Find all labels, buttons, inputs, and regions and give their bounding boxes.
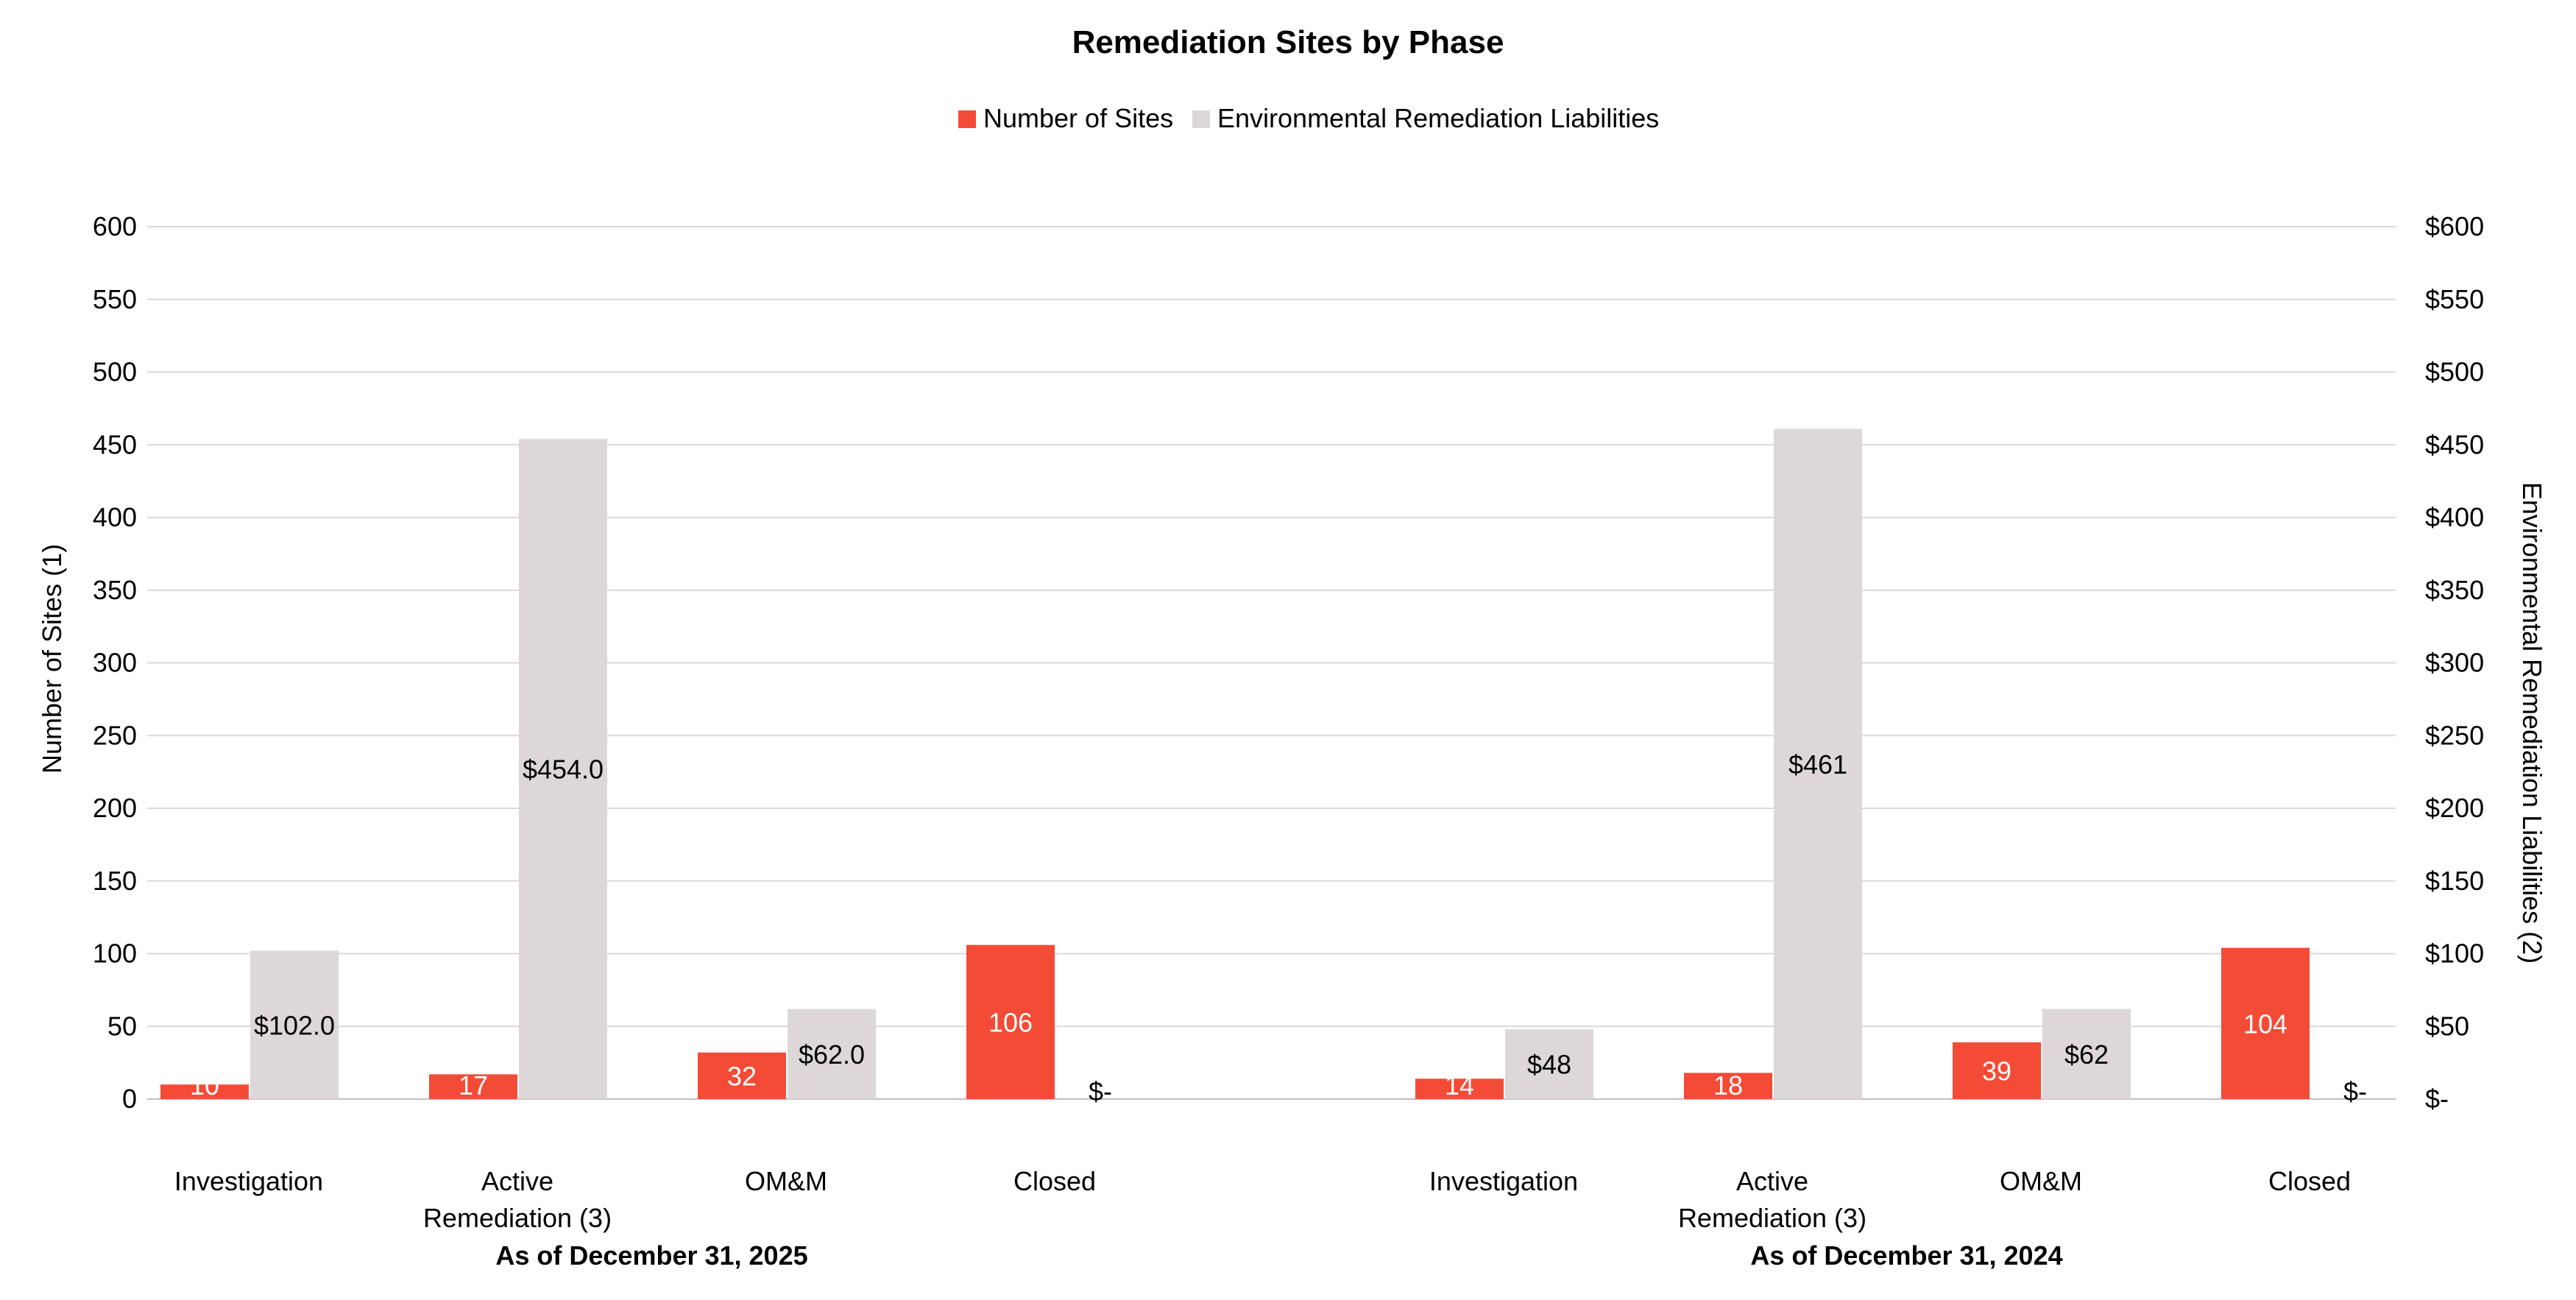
data-label-sites: 17 [459, 1070, 488, 1101]
y-axis-left: 0 50 100 150 200 250 300 350 400 450 500 550 600 [93, 211, 137, 1114]
data-label-liabilities: $62 [2064, 1039, 2109, 1070]
bar-liabilities [2042, 1008, 2131, 1099]
x-group-label: As of December 31, 2024 [1750, 1240, 2062, 1271]
y-tick-right: $100 [2425, 939, 2484, 969]
y-tick-right: $150 [2425, 866, 2484, 896]
bar-sites [1953, 1042, 2041, 1099]
legend-swatch-1 [958, 110, 976, 128]
data-label-liabilities: $48 [1527, 1050, 1571, 1080]
data-label-liabilities: $102.0 [254, 1010, 335, 1040]
y-axis-right-title: Environmental Remediation Liabilities (2… [2517, 482, 2547, 964]
y-tick-left: 150 [93, 866, 137, 896]
y-tick-right: $500 [2425, 357, 2484, 387]
x-category-label: Active [1736, 1166, 1808, 1196]
y-tick-left: 50 [107, 1011, 137, 1041]
bar-sites [1684, 1073, 1772, 1099]
x-category-label: Active [481, 1166, 553, 1196]
y-tick-left: 0 [122, 1084, 137, 1114]
x-category-label: OM&M [2000, 1166, 2082, 1196]
y-tick-right: $250 [2425, 720, 2484, 750]
y-tick-left: 300 [93, 648, 137, 678]
y-tick-right: $450 [2425, 429, 2484, 459]
bar-sites [698, 1052, 786, 1099]
data-label-sites: 14 [1445, 1070, 1474, 1101]
data-label-sites: 32 [727, 1061, 757, 1091]
y-tick-left: 200 [93, 793, 137, 823]
bar-liabilities [250, 950, 339, 1099]
y-tick-left: 100 [93, 939, 137, 969]
y-tick-right: $350 [2425, 575, 2484, 605]
y-tick-right: $400 [2425, 502, 2484, 532]
data-label-liabilities: $- [2343, 1076, 2367, 1106]
y-tick-left: 550 [93, 284, 137, 314]
y-axis-right: $- $50 $100 $150 $200 $250 $300 $350 $400 $450 $50… [2425, 211, 2484, 1114]
y-tick-left: 450 [93, 429, 137, 459]
data-label-sites: 18 [1713, 1070, 1743, 1101]
legend-label-2: Environmental Remediation Liabilities [1217, 103, 1659, 133]
data-label-liabilities: $461 [1788, 749, 1847, 780]
y-tick-left: 250 [93, 720, 137, 750]
x-category-label: Remediation (3) [423, 1203, 612, 1233]
data-label-sites: 104 [2243, 1008, 2287, 1039]
y-tick-left: 600 [93, 211, 137, 241]
x-category-label: Remediation (3) [1678, 1203, 1866, 1233]
y-tick-left: 350 [93, 575, 137, 605]
x-category-label: Closed [2268, 1166, 2351, 1196]
y-tick-right: $600 [2425, 211, 2484, 241]
y-axis-left-title: Number of Sites (1) [37, 544, 67, 774]
bar-liabilities [1505, 1029, 1593, 1099]
bar-sites [160, 1084, 249, 1099]
x-category-label: Investigation [174, 1166, 323, 1196]
bars [160, 428, 2310, 1099]
y-tick-right: $300 [2425, 648, 2484, 678]
y-tick-left: 500 [93, 357, 137, 387]
legend: Number of Sites Environmental Remediation… [958, 103, 1659, 133]
data-label-sites: 39 [1982, 1056, 2011, 1086]
bar-sites [966, 944, 1055, 1099]
y-tick-right: $550 [2425, 284, 2484, 314]
y-tick-left: 400 [93, 502, 137, 532]
data-label-liabilities: $454.0 [523, 755, 604, 785]
data-label-liabilities: $62.0 [799, 1039, 865, 1070]
x-axis-groups: As of December 31, 2025 As of December 31… [495, 1240, 2062, 1271]
legend-label-1: Number of Sites [983, 103, 1173, 133]
data-label-sites: 10 [190, 1070, 219, 1101]
x-axis-categories: Investigation Active Remediation (3) OM&M Cl… [174, 1166, 2351, 1233]
x-category-label: Investigation [1429, 1166, 1578, 1196]
bar-sites [429, 1074, 517, 1099]
bar-liabilities [519, 439, 607, 1099]
bar-liabilities [788, 1008, 876, 1099]
x-category-label: OM&M [745, 1166, 827, 1196]
y-tick-right: $50 [2425, 1011, 2469, 1041]
x-category-label: Closed [1013, 1166, 1096, 1196]
y-tick-right: $- [2425, 1084, 2449, 1114]
data-label-sites: 106 [988, 1007, 1033, 1037]
bar-sites [1415, 1078, 1504, 1099]
gridlines [147, 226, 2396, 1100]
y-tick-right: $200 [2425, 793, 2484, 823]
data-label-liabilities: $- [1089, 1076, 1112, 1106]
data-labels: 10 $102.0 17 $454.0 32 $62.0 106 $- 14 $48 18 $461 3… [190, 749, 2367, 1106]
x-group-label: As of December 31, 2025 [495, 1240, 807, 1271]
bar-liabilities [1774, 428, 1862, 1099]
chart-title: Remediation Sites by Phase [1072, 24, 1504, 60]
legend-swatch-2 [1192, 110, 1210, 128]
bar-sites [2221, 947, 2310, 1099]
